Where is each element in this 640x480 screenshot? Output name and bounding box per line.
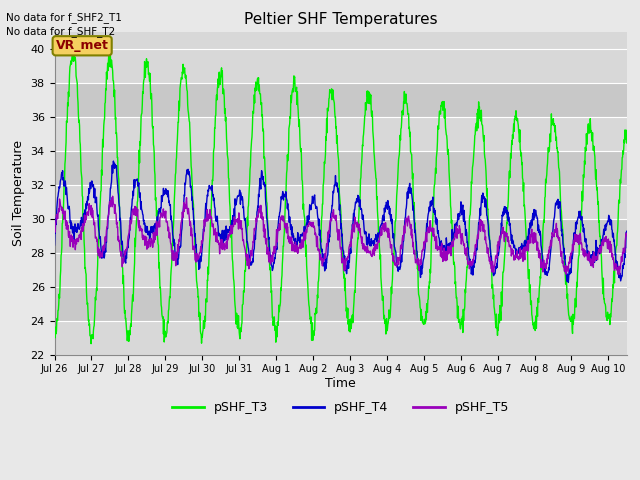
Title: Peltier SHF Temperatures: Peltier SHF Temperatures — [244, 12, 438, 27]
Text: No data for f_SHF_T2: No data for f_SHF_T2 — [6, 26, 116, 37]
Y-axis label: Soil Temperature: Soil Temperature — [12, 141, 25, 246]
Text: VR_met: VR_met — [56, 39, 109, 52]
Legend: pSHF_T3, pSHF_T4, pSHF_T5: pSHF_T3, pSHF_T4, pSHF_T5 — [167, 396, 514, 419]
Bar — [54, 287, 627, 321]
Bar — [54, 83, 627, 117]
Text: No data for f_SHF2_T1: No data for f_SHF2_T1 — [6, 12, 122, 23]
X-axis label: Time: Time — [325, 377, 356, 390]
Bar — [54, 151, 627, 185]
Bar — [54, 219, 627, 253]
Bar — [54, 117, 627, 151]
Bar — [54, 185, 627, 219]
Bar — [54, 253, 627, 287]
Bar — [54, 49, 627, 83]
Bar — [54, 321, 627, 355]
